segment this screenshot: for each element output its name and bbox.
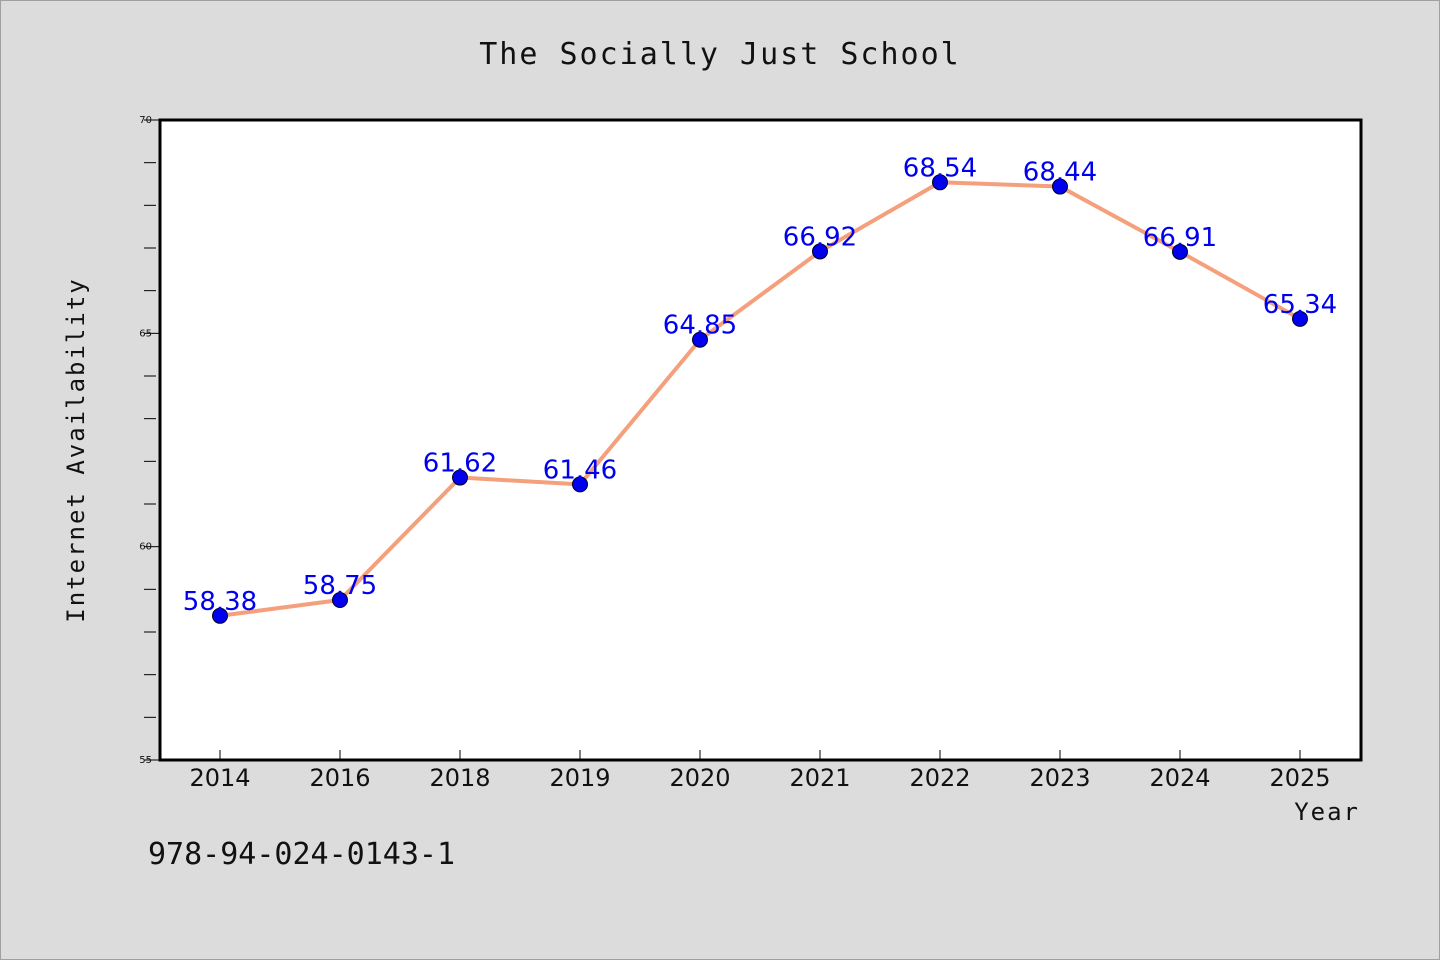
footer-code: 978-94-024-0143-1 xyxy=(148,837,455,872)
y-tick-label: 60 xyxy=(139,542,152,553)
x-tick-label: 2016 xyxy=(309,764,370,792)
x-tick-label: 2018 xyxy=(429,764,490,792)
data-label: 58.75 xyxy=(303,571,377,601)
x-tick-label: 2022 xyxy=(909,764,970,792)
data-label: 66.92 xyxy=(783,222,857,252)
chart-title: The Socially Just School xyxy=(479,37,960,72)
data-point xyxy=(332,592,348,608)
data-point xyxy=(812,243,828,260)
data-point xyxy=(1292,310,1308,327)
x-tick-label: 2014 xyxy=(189,764,250,792)
data-point xyxy=(1052,178,1068,195)
data-point xyxy=(932,174,948,191)
y-axis-label: Internet Availability xyxy=(62,277,90,622)
data-point xyxy=(452,469,468,486)
y-tick-label: 55 xyxy=(139,755,152,766)
data-label: 58.38 xyxy=(183,587,257,617)
x-tick-label: 2019 xyxy=(549,764,610,792)
data-point xyxy=(1172,243,1188,260)
data-label: 66.91 xyxy=(1143,223,1217,253)
series-markers xyxy=(212,174,1308,624)
y-axis: 55 60 65 70 xyxy=(139,115,160,766)
y-tick-label: 65 xyxy=(139,328,152,339)
x-tick-label: 2023 xyxy=(1029,764,1090,792)
x-tick-label: 2020 xyxy=(669,764,730,792)
x-axis-label: Year xyxy=(1294,798,1360,826)
data-point xyxy=(692,331,708,348)
x-tick-label: 2025 xyxy=(1269,764,1330,792)
data-label: 65.34 xyxy=(1263,290,1337,320)
plot-area xyxy=(158,118,1363,762)
data-label: 64.85 xyxy=(663,311,737,341)
data-label: 61.46 xyxy=(543,455,617,485)
x-tick-label: 2021 xyxy=(789,764,850,792)
data-label: 68.54 xyxy=(903,153,977,183)
x-axis: 2014 2016 2018 2019 2020 2021 2022 2023 2024 2025 xyxy=(189,750,1331,792)
series-line-group xyxy=(218,180,1302,618)
data-labels: 58.38 58.75 61.62 61.46 64.85 66.92 68.54 68.44… xyxy=(183,153,1337,616)
data-label: 61.62 xyxy=(423,449,497,479)
data-label: 68.44 xyxy=(1023,158,1097,188)
data-point xyxy=(572,476,588,493)
x-tick-label: 2024 xyxy=(1149,764,1210,792)
y-tick-label: 70 xyxy=(139,115,152,126)
data-point xyxy=(212,607,228,624)
series-line xyxy=(218,180,1302,618)
